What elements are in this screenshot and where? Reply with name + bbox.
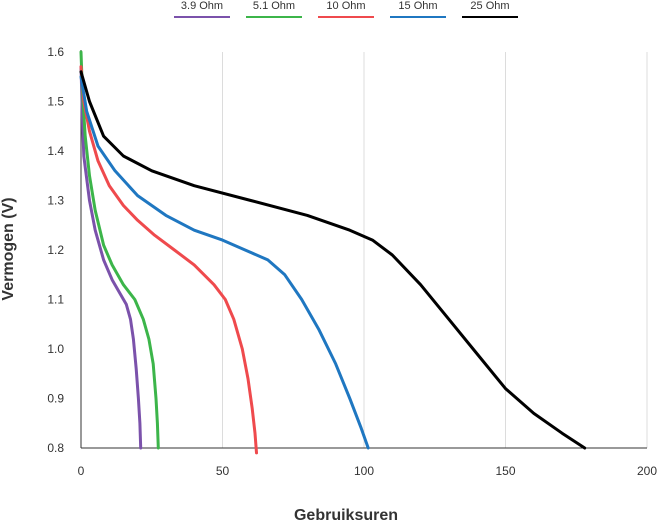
series-line-1 [79, 50, 160, 450]
x-axis-title: Gebruiksuren [294, 507, 398, 521]
series-line-0 [79, 65, 143, 450]
x-tick-label: 200 [637, 464, 657, 478]
legend-label: 3.9 Ohm [181, 0, 223, 12]
x-tick-label: 150 [495, 464, 515, 478]
y-tick-label: 1.5 [47, 95, 64, 109]
series-line-3 [79, 75, 370, 450]
y-tick-label: 0.8 [47, 441, 64, 455]
x-tick-label: 100 [354, 464, 374, 478]
series-line-2 [79, 65, 258, 455]
y-tick-label: 1.4 [47, 144, 64, 158]
legend-label: 10 Ohm [326, 0, 365, 12]
y-tick-label: 1.6 [47, 45, 64, 59]
x-tick-label: 0 [78, 464, 85, 478]
legend-label: 25 Ohm [470, 0, 509, 12]
y-tick-label: 1.2 [47, 243, 64, 257]
legend: 3.9 Ohm 5.1 Ohm 10 Ohm 15 Ohm 25 Ohm [174, 0, 518, 18]
grid [222, 52, 648, 448]
legend-label: 5.1 Ohm [253, 0, 295, 12]
legend-label: 15 Ohm [398, 0, 437, 12]
y-tick-label: 1.3 [47, 194, 64, 208]
y-tick-label: 1.0 [47, 342, 64, 356]
plot-area [79, 50, 587, 455]
y-tick-label: 1.1 [47, 293, 64, 307]
x-tick-label: 50 [216, 464, 230, 478]
series-line-4 [79, 70, 587, 450]
tick-labels: 1.6 1.5 1.4 1.3 1.2 1.1 1.0 0.9 0.8 0 50 100 150 200 [47, 45, 657, 478]
y-axis-title: Vermogen (V) [0, 197, 17, 300]
y-tick-label: 0.9 [47, 392, 64, 406]
